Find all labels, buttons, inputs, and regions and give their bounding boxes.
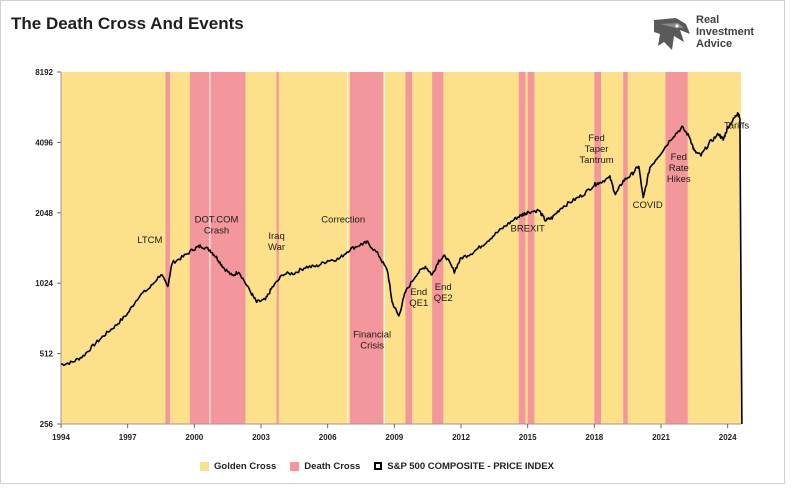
death-cross-region [594, 72, 601, 424]
annotation-line: End [410, 287, 427, 298]
annotation-line: Financial [353, 329, 391, 340]
x-tick-label: 2000 [185, 433, 203, 442]
death-cross-region [432, 72, 444, 424]
death-cross-region [665, 72, 688, 424]
death-cross-region [527, 72, 535, 424]
y-tick-label: 512 [40, 350, 54, 359]
legend-swatch-golden-cross [200, 461, 209, 471]
annotation-label: Correction [321, 215, 365, 226]
annotation-line: Crash [204, 226, 229, 237]
x-tick-label: 2006 [319, 433, 337, 442]
annotation-label: End QE1 [409, 287, 428, 309]
x-tick-label: 1997 [119, 433, 137, 442]
annotation-label: Iraq War [268, 231, 285, 253]
sp500-price-line [60, 112, 741, 367]
legend-item-sp500: S&P 500 COMPOSITE - PRICE INDEX [374, 461, 554, 472]
logo-line-3: Advice [696, 38, 733, 50]
y-axis-ticks: 256 512 1024 2048 4096 8192 [35, 68, 62, 429]
legend-item-death-cross: Death Cross [290, 461, 360, 472]
annotation-line: BREXIT [511, 224, 546, 235]
death-cross-region [189, 72, 246, 424]
annotation-label: End QE2 [434, 282, 453, 304]
annotation-line: COVID [633, 200, 663, 211]
y-tick-label: 1024 [35, 279, 53, 288]
chart-title: The Death Cross And Events [11, 14, 244, 33]
y-tick-label: 2048 [35, 209, 53, 218]
x-tick-label: 2015 [519, 433, 537, 442]
annotation-label: DOT.COM Crash [195, 215, 239, 237]
annotation-label: COVID [633, 200, 663, 211]
y-tick-label: 8192 [35, 68, 53, 77]
logo-text: Real Investment Advice [696, 14, 754, 50]
y-tick-label: 4096 [35, 138, 53, 147]
logo-line-1: Real [696, 14, 720, 26]
annotation-line: DOT.COM [195, 215, 239, 226]
annotation-line: Hikes [667, 174, 691, 185]
annotation-label: Tariffs [724, 120, 749, 131]
annotation-line: QE2 [434, 293, 453, 304]
annotation-line: Taper [585, 144, 609, 155]
annotation-label: Fed Rate Hikes [667, 152, 691, 185]
annotation-line: Crisis [360, 340, 384, 351]
legend-label-sp500: S&P 500 COMPOSITE - PRICE INDEX [387, 460, 554, 472]
annotation-line: LTCM [137, 235, 162, 246]
golden-cross-region [61, 72, 741, 424]
annotation-line: Iraq [268, 231, 284, 242]
x-tick-label: 2024 [719, 433, 737, 442]
death-cross-region [623, 72, 628, 424]
cross-regions [61, 72, 741, 424]
legend-label-death-cross: Death Cross [304, 460, 361, 472]
x-tick-label: 2009 [385, 433, 403, 442]
annotation-line: Rate [669, 163, 689, 174]
eagle-head-icon [654, 18, 690, 50]
annotation-label: Financial Crisis [353, 329, 391, 351]
sp500-price-line-tail [739, 118, 743, 425]
annotation-line: QE1 [409, 298, 428, 309]
legend: Golden Cross Death Cross S&P 500 COMPOSI… [200, 459, 554, 473]
series-lines [60, 112, 743, 425]
x-tick-label: 1994 [52, 433, 70, 442]
annotation-label: LTCM [137, 235, 162, 246]
y-tick-label: 256 [40, 420, 54, 429]
legend-swatch-death-cross [290, 461, 300, 471]
death-cross-region [276, 72, 279, 424]
annotations: LTCM DOT.COM Crash Iraq War Correction Financi… [137, 120, 749, 351]
annotation-label: BREXIT [511, 224, 546, 235]
annotation-label: Fed Taper Tantrum [579, 133, 613, 166]
annotation-line: Fed [588, 133, 604, 144]
death-cross-region [405, 72, 413, 424]
logo-line-2: Investment [696, 26, 755, 38]
annotation-line: End [435, 282, 452, 293]
legend-label-golden-cross: Golden Cross [214, 460, 277, 472]
annotation-line: War [268, 242, 285, 253]
annotation-line: Tariffs [724, 120, 749, 131]
x-tick-label: 2012 [452, 433, 470, 442]
annotation-line: Correction [321, 215, 365, 226]
brand-logo: Real Investment Advice [650, 14, 770, 58]
x-axis-ticks: 1994 1997 2000 2003 2006 2009 2012 2015 2018 2021… [52, 423, 741, 442]
annotation-line: Tantrum [579, 155, 613, 166]
death-cross-region [518, 72, 526, 424]
x-tick-label: 2003 [252, 433, 270, 442]
legend-swatch-sp500 [374, 462, 383, 470]
death-cross-region [165, 72, 170, 424]
x-tick-label: 2021 [652, 433, 670, 442]
annotation-line: Fed [671, 152, 687, 163]
x-tick-label: 2018 [585, 433, 603, 442]
legend-item-golden-cross: Golden Cross [200, 461, 276, 472]
